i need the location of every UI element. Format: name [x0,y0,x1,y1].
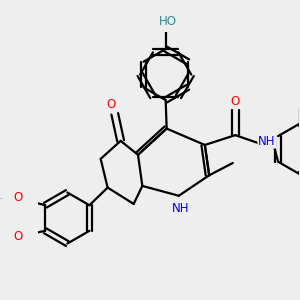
Text: O: O [231,95,240,108]
Text: O: O [106,98,116,112]
Text: NH: NH [258,135,275,148]
Text: O: O [14,230,23,243]
Text: NH: NH [172,202,189,214]
Text: methoxy: methoxy [0,197,4,199]
Text: O: O [14,191,23,204]
Text: HO: HO [159,15,177,28]
